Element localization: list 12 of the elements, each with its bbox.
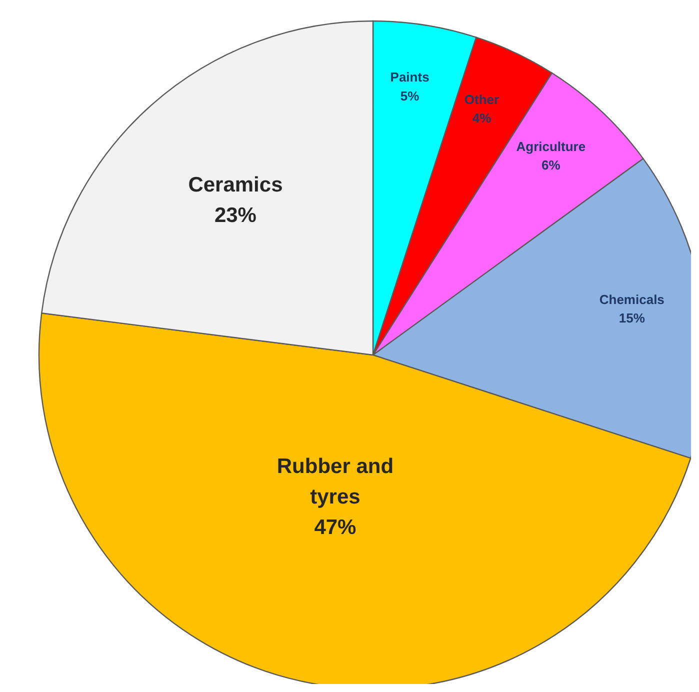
slice-label: Rubber and tyres xyxy=(276,454,394,508)
slice-label: Agriculture xyxy=(516,138,586,154)
slice-label: Chemicals xyxy=(599,291,664,306)
data-label: 6% xyxy=(542,157,561,172)
data-label: 47% xyxy=(314,516,357,539)
data-label: 15% xyxy=(618,310,646,326)
slice-label: Other xyxy=(464,91,500,106)
data-label: 23% xyxy=(214,203,257,226)
data-label: 4% xyxy=(472,110,492,126)
data-label: 5% xyxy=(400,88,420,104)
slice-label: Paints xyxy=(390,69,430,84)
slice-label: Ceramics xyxy=(188,172,283,196)
